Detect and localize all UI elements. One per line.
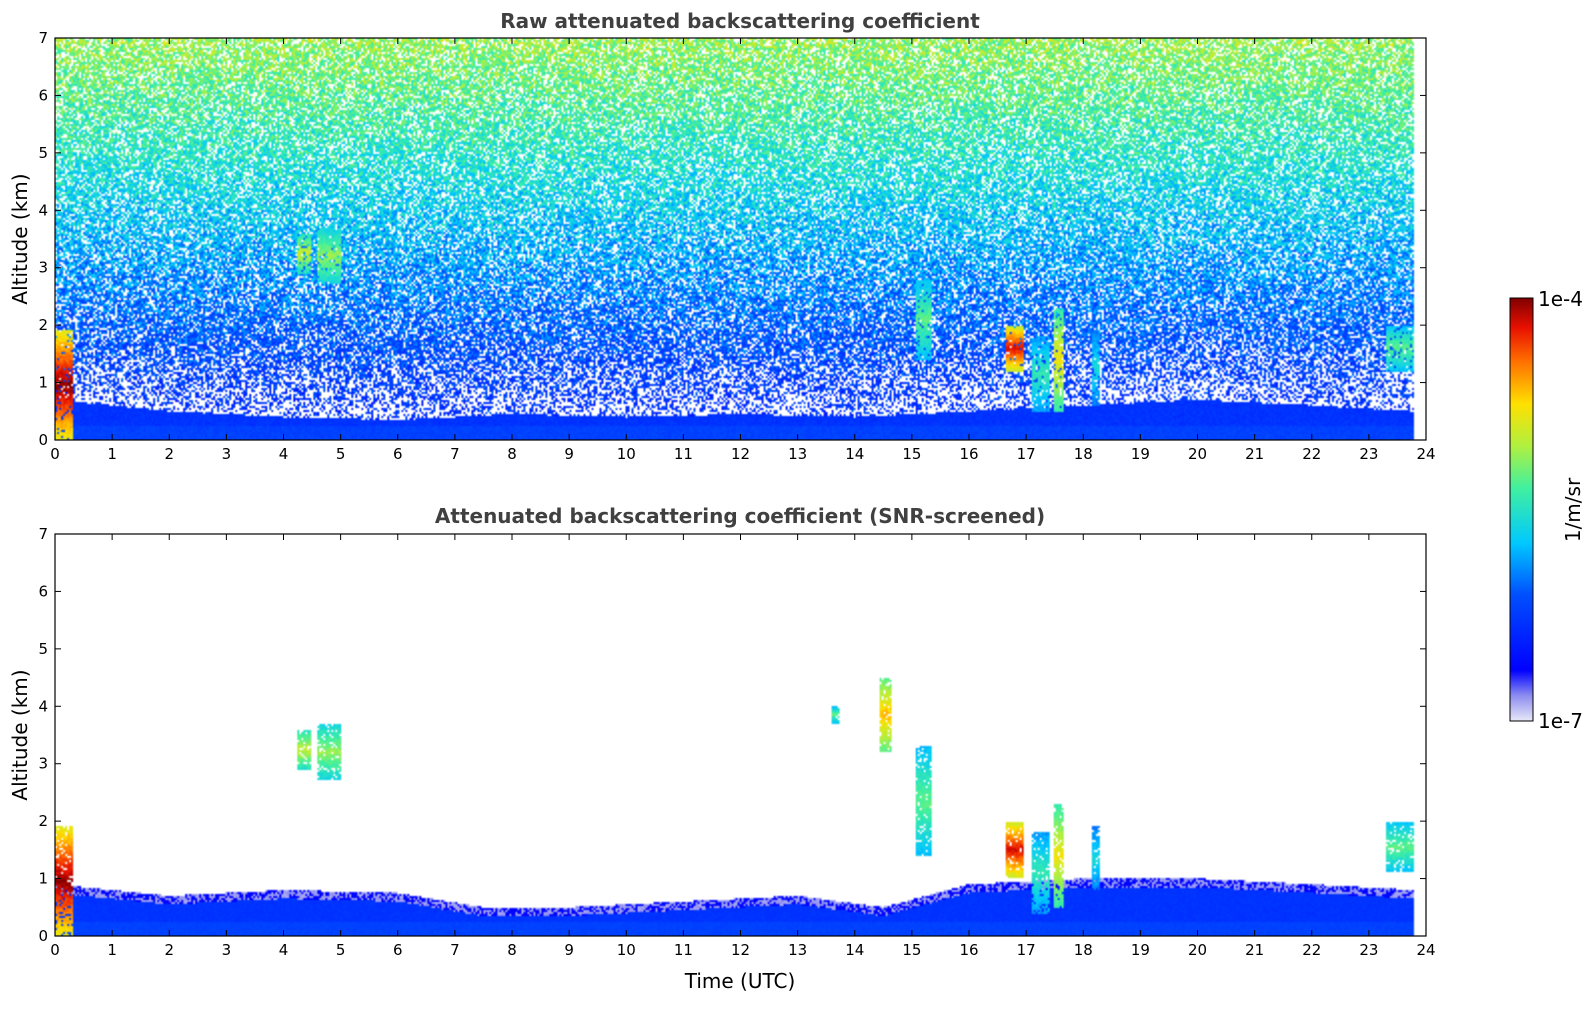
x-tick-label: 8	[507, 941, 517, 959]
colorbar-gradient	[1509, 297, 1534, 722]
x-tick-label: 4	[279, 941, 289, 959]
x-tick-label: 5	[336, 941, 346, 959]
x-tick-label: 15	[902, 445, 921, 463]
colorbar-min-label: 1e-7	[1538, 709, 1583, 733]
x-tick-label: 3	[222, 445, 232, 463]
x-tick-label: 0	[50, 445, 60, 463]
bottom-panel-xlabel: Time (UTC)	[684, 969, 796, 993]
x-tick-label: 22	[1302, 941, 1321, 959]
x-tick-label: 17	[1017, 445, 1036, 463]
top-panel-ylabel: Altitude (km)	[8, 173, 32, 304]
x-tick-label: 4	[279, 445, 289, 463]
x-tick-label: 11	[674, 941, 693, 959]
colorbar-max-label: 1e-4	[1538, 287, 1583, 311]
y-tick-label: 3	[38, 259, 48, 277]
x-tick-label: 24	[1416, 941, 1435, 959]
bottom-panel-heatmap	[55, 534, 1426, 936]
x-tick-label: 17	[1017, 941, 1036, 959]
top-panel-ticks: 0 1 2 3 4 5 6 7 8 9 10 11 12 13 14 15 16 17 18 19 20 21 22 23 24…	[38, 29, 1435, 463]
x-tick-label: 5	[336, 445, 346, 463]
x-tick-label: 18	[1074, 941, 1093, 959]
x-tick-label: 2	[164, 941, 174, 959]
y-tick-label: 0	[38, 431, 48, 449]
x-tick-label: 13	[788, 941, 807, 959]
x-tick-label: 20	[1188, 941, 1207, 959]
y-tick-label: 2	[38, 812, 48, 830]
y-tick-label: 6	[38, 86, 48, 104]
x-tick-label: 7	[450, 941, 460, 959]
bottom-panel-ticks: 0 1 2 3 4 5 6 7 8 9 10 11 12 13 14 15 16 17 18 19 20 21 22 23 24…	[38, 525, 1435, 959]
x-tick-label: 23	[1359, 941, 1378, 959]
x-tick-label: 16	[959, 941, 978, 959]
x-tick-label: 11	[674, 445, 693, 463]
bottom-panel-ylabel: Altitude (km)	[8, 669, 32, 800]
x-tick-label: 12	[731, 445, 750, 463]
x-tick-label: 19	[1131, 941, 1150, 959]
y-tick-label: 1	[38, 870, 48, 888]
colorbar: 1e-4 1e-7 1/m/sr	[1509, 287, 1585, 733]
x-tick-label: 2	[164, 445, 174, 463]
x-tick-label: 6	[393, 445, 403, 463]
x-tick-label: 24	[1416, 445, 1435, 463]
y-tick-label: 6	[38, 582, 48, 600]
y-tick-label: 4	[38, 201, 48, 219]
x-tick-label: 3	[222, 941, 232, 959]
x-tick-label: 9	[564, 941, 574, 959]
y-tick-label: 0	[38, 927, 48, 945]
x-tick-label: 6	[393, 941, 403, 959]
x-tick-label: 14	[845, 445, 864, 463]
x-tick-label: 10	[617, 445, 636, 463]
y-tick-label: 4	[38, 697, 48, 715]
y-tick-label: 2	[38, 316, 48, 334]
x-tick-label: 19	[1131, 445, 1150, 463]
x-tick-label: 20	[1188, 445, 1207, 463]
x-tick-label: 16	[959, 445, 978, 463]
x-tick-label: 1	[107, 445, 117, 463]
x-tick-label: 9	[564, 445, 574, 463]
x-tick-label: 18	[1074, 445, 1093, 463]
x-tick-label: 15	[902, 941, 921, 959]
colorbar-label: 1/m/sr	[1561, 477, 1585, 542]
y-tick-label: 5	[38, 144, 48, 162]
x-tick-label: 21	[1245, 445, 1264, 463]
x-tick-label: 23	[1359, 445, 1378, 463]
x-tick-label: 14	[845, 941, 864, 959]
bottom-panel: Attenuated backscattering coefficient (S…	[8, 504, 1436, 993]
y-tick-label: 5	[38, 640, 48, 658]
y-tick-label: 7	[38, 525, 48, 543]
top-panel-heatmap	[55, 38, 1426, 440]
x-tick-label: 8	[507, 445, 517, 463]
x-tick-label: 7	[450, 445, 460, 463]
y-tick-label: 1	[38, 374, 48, 392]
x-tick-label: 22	[1302, 445, 1321, 463]
top-panel-title: Raw attenuated backscattering coefficien…	[500, 9, 980, 33]
y-tick-label: 3	[38, 755, 48, 773]
top-panel: Raw attenuated backscattering coefficien…	[8, 9, 1436, 463]
x-tick-label: 0	[50, 941, 60, 959]
x-tick-label: 10	[617, 941, 636, 959]
x-tick-label: 1	[107, 941, 117, 959]
x-tick-label: 12	[731, 941, 750, 959]
x-tick-label: 13	[788, 445, 807, 463]
bottom-panel-title: Attenuated backscattering coefficient (S…	[435, 504, 1045, 528]
x-tick-label: 21	[1245, 941, 1264, 959]
y-tick-label: 7	[38, 29, 48, 47]
